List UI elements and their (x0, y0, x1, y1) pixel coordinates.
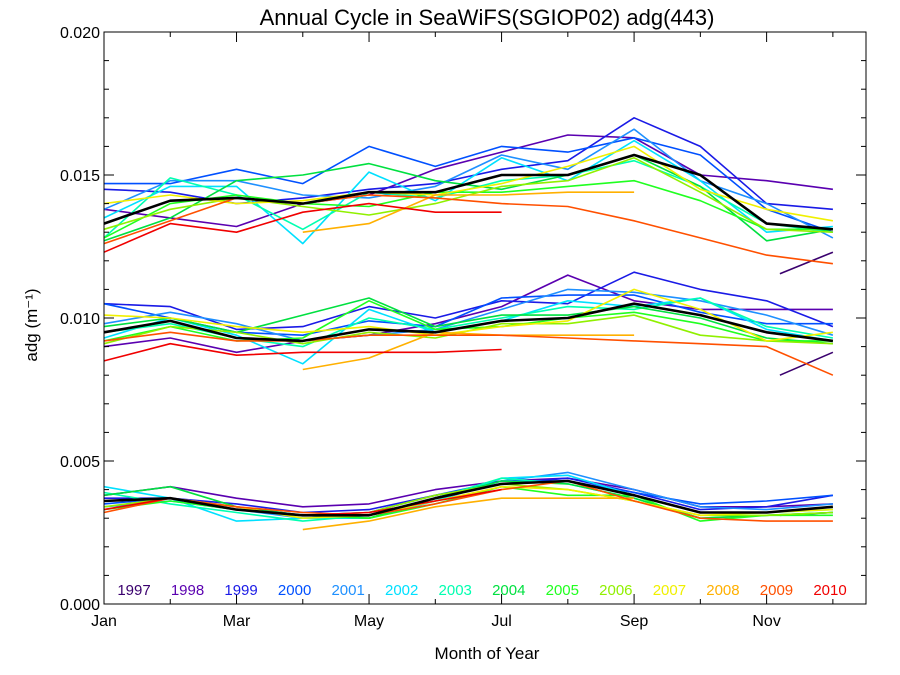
legend-label-2006: 2006 (599, 582, 632, 599)
y-tick-label: 0.020 (60, 25, 100, 42)
legend-label-2009: 2009 (760, 582, 793, 599)
y-tick-label: 0.010 (60, 311, 100, 328)
y-axis: 0.000 0.005 0.010 0.015 0.020 (60, 25, 866, 614)
x-tick-label: Sep (620, 613, 649, 630)
series-line-mean-middle (103, 302, 834, 343)
legend-label-1997: 1997 (117, 582, 150, 599)
series-line-1998-middle (103, 274, 833, 354)
y-tick-label: 0.015 (60, 168, 100, 185)
x-axis: Jan Mar May Jul Sep Nov (91, 32, 834, 630)
series-line-2010-middle (103, 342, 502, 362)
series-line-2008-middle (302, 331, 635, 371)
x-tick-label: Jan (91, 613, 117, 630)
legend-label-2007: 2007 (653, 582, 686, 599)
series-line-2008-lower (302, 497, 635, 531)
series-line-2010-upper (103, 202, 502, 253)
x-tick-label: Mar (223, 613, 251, 630)
legend-label-2008: 2008 (706, 582, 739, 599)
series-line-2004-middle (103, 297, 833, 345)
y-tick-label: 0.005 (60, 454, 100, 471)
series-layer (103, 117, 834, 531)
series-line-mean-lower (103, 479, 834, 517)
y-axis-label: adg (m⁻¹) (22, 288, 41, 361)
legend-label-2000: 2000 (278, 582, 311, 599)
legend-label-2001: 2001 (331, 582, 364, 599)
series-line-2008-upper (302, 191, 635, 233)
x-tick-label: Nov (752, 613, 780, 630)
x-tick-label: May (354, 613, 384, 630)
series-line-2009-upper (103, 194, 834, 265)
series-line-2009-lower (103, 480, 833, 522)
legend-label-2003: 2003 (439, 582, 472, 599)
x-axis-label: Month of Year (435, 644, 540, 663)
series-line-2005-upper (103, 179, 833, 239)
y-tick-label: 0.000 (60, 597, 100, 614)
legend-label-2005: 2005 (546, 582, 579, 599)
x-tick-label: Jul (491, 613, 511, 630)
series-line-mean-upper (103, 153, 834, 231)
series-line-2009-middle (103, 331, 834, 376)
legend-label-2010: 2010 (813, 582, 846, 599)
legend-label-1998: 1998 (171, 582, 204, 599)
series-line-2004-upper (103, 154, 834, 242)
legend-label-1999: 1999 (224, 582, 257, 599)
legend-label-2002: 2002 (385, 582, 418, 599)
series-line-2005-middle (103, 299, 833, 342)
legend: 1997 1998 1999 2000 2001 2002 2003 2004 2005 2006… (117, 582, 846, 599)
series-line-2007-middle (103, 288, 834, 342)
series-line-2000-upper (104, 137, 834, 233)
series-line-1997-upper (779, 251, 834, 275)
series-line-1998-upper (103, 134, 834, 228)
chart-title: Annual Cycle in SeaWiFS(SGIOP02) adg(443… (260, 5, 715, 30)
legend-label-2004: 2004 (492, 582, 525, 599)
